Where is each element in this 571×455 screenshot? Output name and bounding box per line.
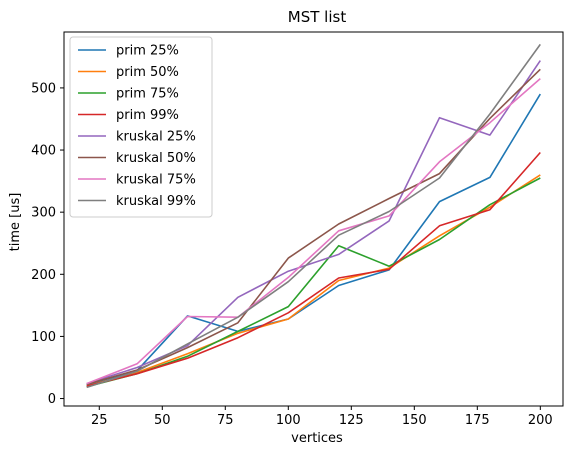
x-axis-label: vertices	[291, 431, 343, 446]
x-tick-label: 50	[154, 413, 171, 428]
y-axis-label: time [us]	[8, 193, 23, 252]
series-line-prim-99	[86, 151, 541, 387]
series-line-kruskal-75	[86, 77, 541, 385]
y-tick-label: 400	[31, 144, 56, 159]
legend-label-prim-50: prim 50%	[116, 65, 179, 80]
y-tick-label: 100	[31, 330, 56, 345]
x-tick-label: 100	[276, 413, 301, 428]
y-tick-label: 500	[31, 81, 56, 96]
y-tick-label: 200	[31, 268, 56, 283]
plot-frame	[63, 31, 564, 407]
chart-title: MST list	[288, 8, 347, 26]
series-line-kruskal-99	[86, 43, 541, 389]
x-tick-label: 75	[217, 413, 234, 428]
legend-label-prim-25: prim 25%	[116, 44, 179, 59]
series-line-kruskal-25	[86, 60, 541, 385]
legend-label-kruskal-99: kruskal 99%	[116, 194, 196, 209]
x-tick-label: 25	[91, 413, 108, 428]
series-line-prim-25	[86, 93, 541, 386]
x-tick-label: 200	[528, 413, 553, 428]
legend-label-prim-99: prim 99%	[116, 108, 179, 123]
legend-label-kruskal-25: kruskal 25%	[116, 130, 196, 145]
x-tick-label: 175	[465, 413, 490, 428]
legend: prim 25% prim 50% prim 75% prim 99% kruskal …	[69, 36, 213, 218]
y-axis: 0 100 200 300 400 500	[31, 81, 64, 407]
legend-box	[69, 36, 213, 218]
x-axis: 25 50 75 100 125 150 175 200	[91, 406, 553, 428]
plot-lines	[86, 43, 541, 389]
legend-label-kruskal-50: kruskal 50%	[116, 151, 196, 166]
x-tick-label: 125	[339, 413, 364, 428]
y-tick-label: 300	[31, 206, 56, 221]
legend-label-kruskal-75: kruskal 75%	[116, 173, 196, 188]
legend-label-prim-75: prim 75%	[116, 87, 179, 102]
series-line-prim-75	[86, 177, 541, 388]
x-tick-label: 150	[402, 413, 427, 428]
y-tick-label: 0	[48, 392, 56, 407]
